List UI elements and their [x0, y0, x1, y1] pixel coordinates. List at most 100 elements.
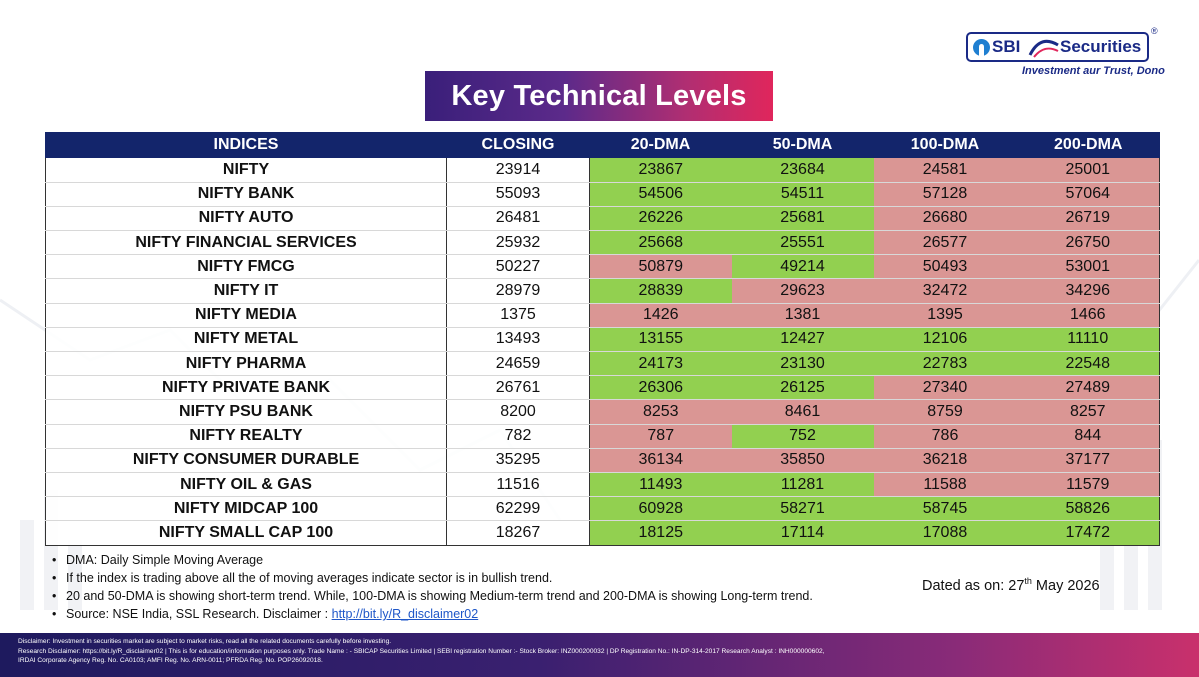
dated-prefix: Dated as on: 27 — [922, 577, 1025, 594]
index-name-cell: NIFTY METAL — [45, 327, 447, 353]
index-name-cell: NIFTY MEDIA — [45, 303, 447, 328]
note-dma: DMA: Daily Simple Moving Average — [50, 551, 930, 569]
dma-200-cell: 8257 — [1016, 399, 1160, 425]
dated-as-on: Dated as on: 27th May 2026 — [922, 576, 1100, 594]
footer-line-3: IRDAI Corporate Agency Reg. No. CA0103; … — [18, 657, 323, 665]
dma-200-cell: 25001 — [1016, 158, 1160, 183]
index-name-cell: NIFTY REALTY — [45, 424, 447, 449]
dma-200-cell: 26750 — [1016, 230, 1160, 256]
note-source: Source: NSE India, SSL Research. Disclai… — [50, 605, 930, 623]
dma-50-cell: 11281 — [731, 472, 874, 498]
dma-100-cell: 26680 — [873, 206, 1017, 232]
closing-cell: 35295 — [446, 448, 590, 473]
dma-20-cell: 8253 — [589, 399, 732, 425]
dma-100-cell: 786 — [873, 424, 1017, 449]
index-name-cell: NIFTY PRIVATE BANK — [45, 375, 447, 401]
dma-50-cell: 54511 — [731, 182, 874, 207]
dma-20-cell: 13155 — [589, 327, 732, 353]
index-name-cell: NIFTY PSU BANK — [45, 399, 447, 425]
dma-100-cell: 26577 — [873, 230, 1017, 256]
logo-brand-securities: Securities — [1060, 37, 1142, 56]
footer-line-2: Research Disclaimer: https://bit.ly/R_di… — [18, 647, 825, 655]
index-name-cell: NIFTY FMCG — [45, 254, 447, 280]
table-row: NIFTY 23914 23867 23684 24581 25001 — [45, 158, 1160, 183]
dma-50-cell: 23684 — [731, 158, 874, 183]
dma-50-cell: 29623 — [731, 278, 874, 304]
closing-cell: 24659 — [446, 351, 590, 377]
dma-50-cell: 25551 — [731, 230, 874, 256]
header-200-dma: 200-DMA — [1016, 132, 1160, 158]
dma-50-cell: 58271 — [731, 496, 874, 522]
dma-100-cell: 11588 — [873, 472, 1017, 498]
dma-100-cell: 50493 — [873, 254, 1017, 280]
closing-cell: 62299 — [446, 496, 590, 522]
sbi-keyhole-icon — [973, 39, 990, 56]
table-row: NIFTY PSU BANK 8200 8253 8461 8759 8257 — [45, 399, 1160, 425]
index-name-cell: NIFTY BANK — [45, 182, 447, 207]
disclaimer-link[interactable]: http://bit.ly/R_disclaimer02 — [331, 607, 479, 621]
index-name-cell: NIFTY IT — [45, 278, 447, 304]
dma-200-cell: 53001 — [1016, 254, 1160, 280]
swoosh-icon — [1028, 39, 1059, 58]
company-logo: SBI Securities ® Investment aur Trust, D… — [966, 26, 1165, 90]
page-title: Key Technical Levels — [451, 79, 747, 112]
closing-cell: 26481 — [446, 206, 590, 232]
dma-20-cell: 36134 — [589, 448, 732, 473]
table-row: NIFTY IT 28979 28839 29623 32472 34296 — [45, 278, 1160, 304]
dma-50-cell: 49214 — [731, 254, 874, 280]
logo-tagline: Investment aur Trust, Dono — [1022, 65, 1165, 77]
dma-100-cell: 17088 — [873, 520, 1017, 546]
index-name-cell: NIFTY SMALL CAP 100 — [45, 520, 447, 546]
dma-20-cell: 11493 — [589, 472, 732, 498]
table-row: NIFTY REALTY 782 787 752 786 844 — [45, 424, 1160, 449]
closing-cell: 25932 — [446, 230, 590, 256]
dma-50-cell: 17114 — [731, 520, 874, 546]
index-name-cell: NIFTY OIL & GAS — [45, 472, 447, 498]
index-name-cell: NIFTY — [45, 158, 447, 183]
registered-mark: ® — [1151, 26, 1158, 36]
index-name-cell: NIFTY AUTO — [45, 206, 447, 232]
dma-50-cell: 8461 — [731, 399, 874, 425]
dma-20-cell: 60928 — [589, 496, 732, 522]
logo-frame: SBI Securities — [966, 32, 1149, 62]
dma-20-cell: 1426 — [589, 303, 732, 328]
table-row: NIFTY FMCG 50227 50879 49214 50493 53001 — [45, 254, 1160, 280]
table-row: NIFTY BANK 55093 54506 54511 57128 57064 — [45, 182, 1160, 207]
title-banner: Key Technical Levels — [425, 71, 773, 121]
dma-100-cell: 58745 — [873, 496, 1017, 522]
header-100-dma: 100-DMA — [873, 132, 1017, 158]
dma-200-cell: 1466 — [1016, 303, 1160, 328]
dma-50-cell: 23130 — [731, 351, 874, 377]
dma-200-cell: 58826 — [1016, 496, 1160, 522]
closing-cell: 50227 — [446, 254, 590, 280]
dma-200-cell: 37177 — [1016, 448, 1160, 473]
dma-20-cell: 26306 — [589, 375, 732, 401]
table-row: NIFTY OIL & GAS 11516 11493 11281 11588 11579 — [45, 472, 1160, 498]
index-name-cell: NIFTY MIDCAP 100 — [45, 496, 447, 522]
dma-200-cell: 11110 — [1016, 327, 1160, 353]
table-row: NIFTY CONSUMER DURABLE 35295 36134 35850 362… — [45, 448, 1160, 473]
dma-20-cell: 24173 — [589, 351, 732, 377]
dma-100-cell: 32472 — [873, 278, 1017, 304]
dma-200-cell: 34296 — [1016, 278, 1160, 304]
dma-50-cell: 35850 — [731, 448, 874, 473]
closing-cell: 26761 — [446, 375, 590, 401]
footer-line-1: Disclaimer: Investment in securities mar… — [18, 638, 392, 645]
dma-100-cell: 22783 — [873, 351, 1017, 377]
logo-brand-sbi: SBI — [992, 37, 1021, 56]
dma-100-cell: 27340 — [873, 375, 1017, 401]
table-body: NIFTY 23914 23867 23684 24581 25001 NIFTY BANK… — [45, 158, 1160, 546]
dma-200-cell: 844 — [1016, 424, 1160, 449]
dma-20-cell: 54506 — [589, 182, 732, 207]
table-header-row: INDICES CLOSING 20-DMA 50-DMA 100-DMA 20… — [45, 132, 1160, 158]
closing-cell: 782 — [446, 424, 590, 449]
source-text: Source: NSE India, SSL Research. Disclai… — [66, 607, 332, 621]
dma-200-cell: 57064 — [1016, 182, 1160, 207]
closing-cell: 13493 — [446, 327, 590, 353]
dma-50-cell: 25681 — [731, 206, 874, 232]
dma-100-cell: 57128 — [873, 182, 1017, 207]
closing-cell: 8200 — [446, 399, 590, 425]
dma-20-cell: 23867 — [589, 158, 732, 183]
dma-20-cell: 50879 — [589, 254, 732, 280]
